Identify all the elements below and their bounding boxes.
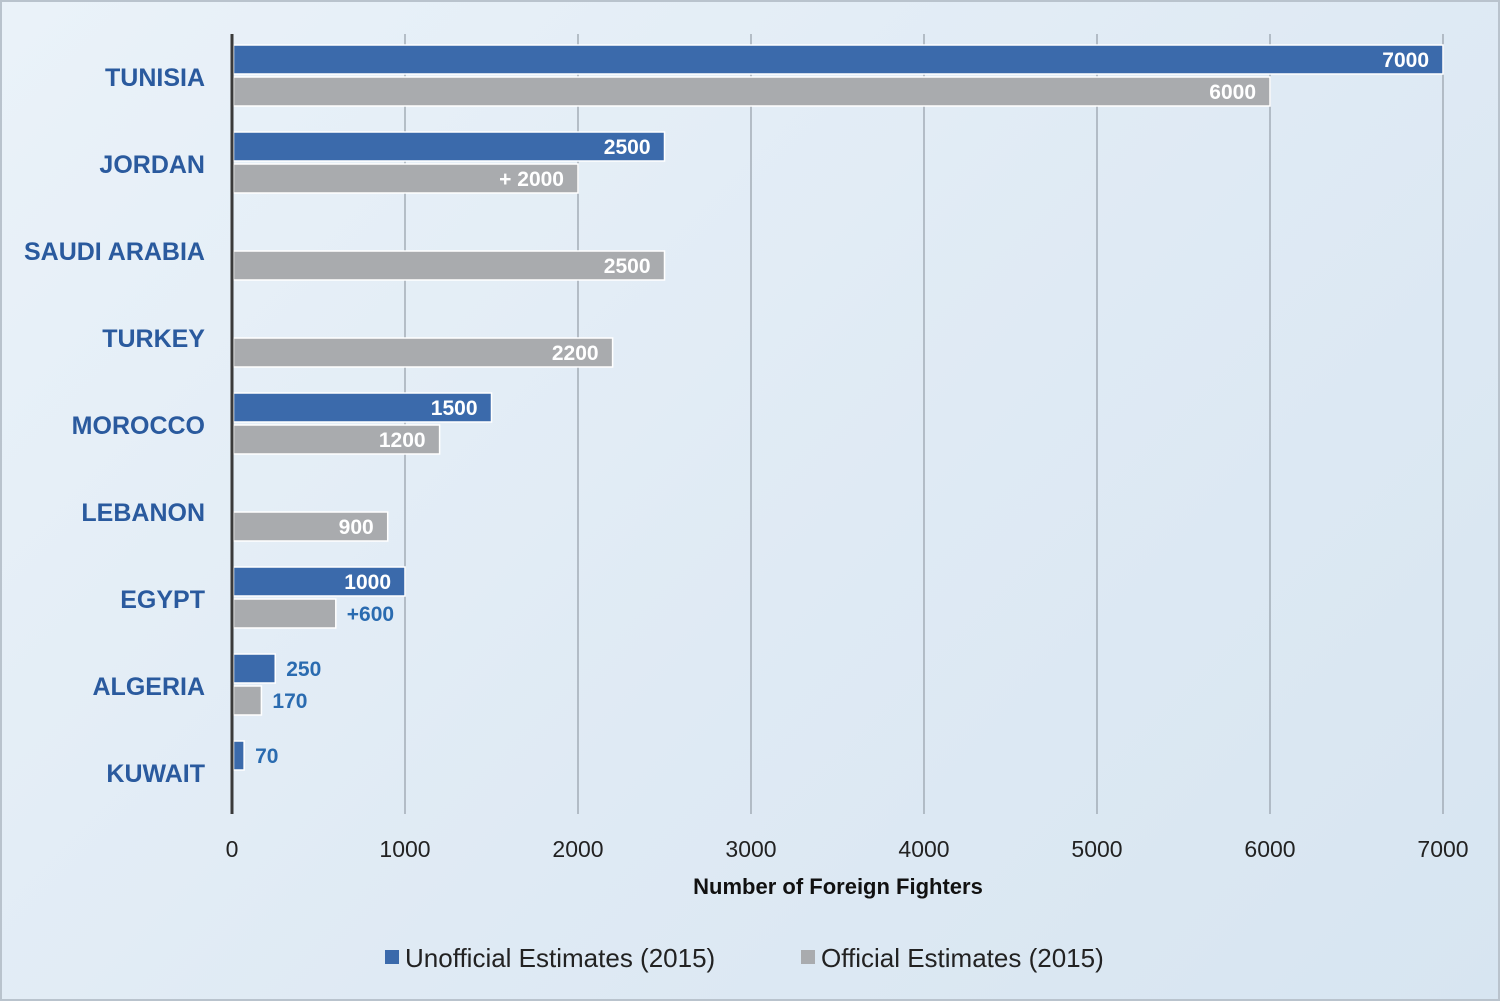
category-label: TUNISIA (105, 64, 205, 92)
unofficial-bar (232, 653, 276, 684)
x-tick-label: 6000 (1244, 836, 1295, 862)
data-label: 7000 (1382, 49, 1429, 72)
official-bar (232, 76, 1271, 107)
unofficial-bar (232, 566, 406, 597)
category-label: SAUDI ARABIA (24, 238, 205, 266)
x-tick-label: 7000 (1417, 836, 1468, 862)
x-tick-labels: 0 1000 2000 3000 4000 5000 6000 7000 (226, 836, 1469, 862)
legend-swatch (385, 950, 399, 964)
data-label: 1000 (344, 571, 391, 594)
data-label: 2500 (604, 255, 651, 278)
official-bar (232, 598, 337, 629)
unofficial-bar (232, 392, 493, 423)
data-label: 900 (339, 516, 374, 539)
official-bar (232, 685, 263, 716)
x-tick-label: 2000 (552, 836, 603, 862)
data-label: 250 (286, 658, 321, 681)
unofficial-bar (232, 740, 245, 771)
data-label: 170 (272, 690, 307, 713)
category-label: LEBANON (81, 499, 205, 527)
official-bar (232, 511, 389, 542)
official-bar (232, 337, 614, 368)
unofficial-bar (232, 44, 1444, 75)
data-label: +600 (347, 603, 394, 626)
category-label: MOROCCO (72, 412, 205, 440)
category-label: EGYPT (120, 586, 205, 614)
x-tick-label: 4000 (898, 836, 949, 862)
legend-swatch (801, 950, 815, 964)
data-label: 2200 (552, 342, 599, 365)
category-labels: TUNISIA JORDAN SAUDI ARABIA TURKEY MOROCCO LE… (24, 64, 205, 788)
legend: Unofficial Estimates (2015) Official Esti… (385, 943, 1104, 973)
x-tick-label: 3000 (725, 836, 776, 862)
category-label: KUWAIT (106, 760, 205, 788)
data-label: 6000 (1209, 81, 1256, 104)
x-axis-title: Number of Foreign Fighters (693, 874, 983, 899)
data-label: 1200 (379, 429, 426, 452)
data-label: 2500 (604, 136, 651, 159)
category-label: ALGERIA (93, 673, 206, 701)
data-label: + 2000 (499, 168, 564, 191)
official-bar (232, 250, 666, 281)
unofficial-bar (232, 131, 666, 162)
category-label: JORDAN (99, 151, 205, 179)
x-tick-label: 5000 (1071, 836, 1122, 862)
x-tick-label: 1000 (379, 836, 430, 862)
legend-label: Unofficial Estimates (2015) (405, 943, 715, 973)
x-tick-label: 0 (226, 836, 239, 862)
category-label: TURKEY (102, 325, 205, 353)
data-label: 70 (255, 745, 278, 768)
data-label: 1500 (431, 397, 478, 420)
legend-label: Official Estimates (2015) (821, 943, 1104, 973)
bars (232, 44, 1444, 771)
